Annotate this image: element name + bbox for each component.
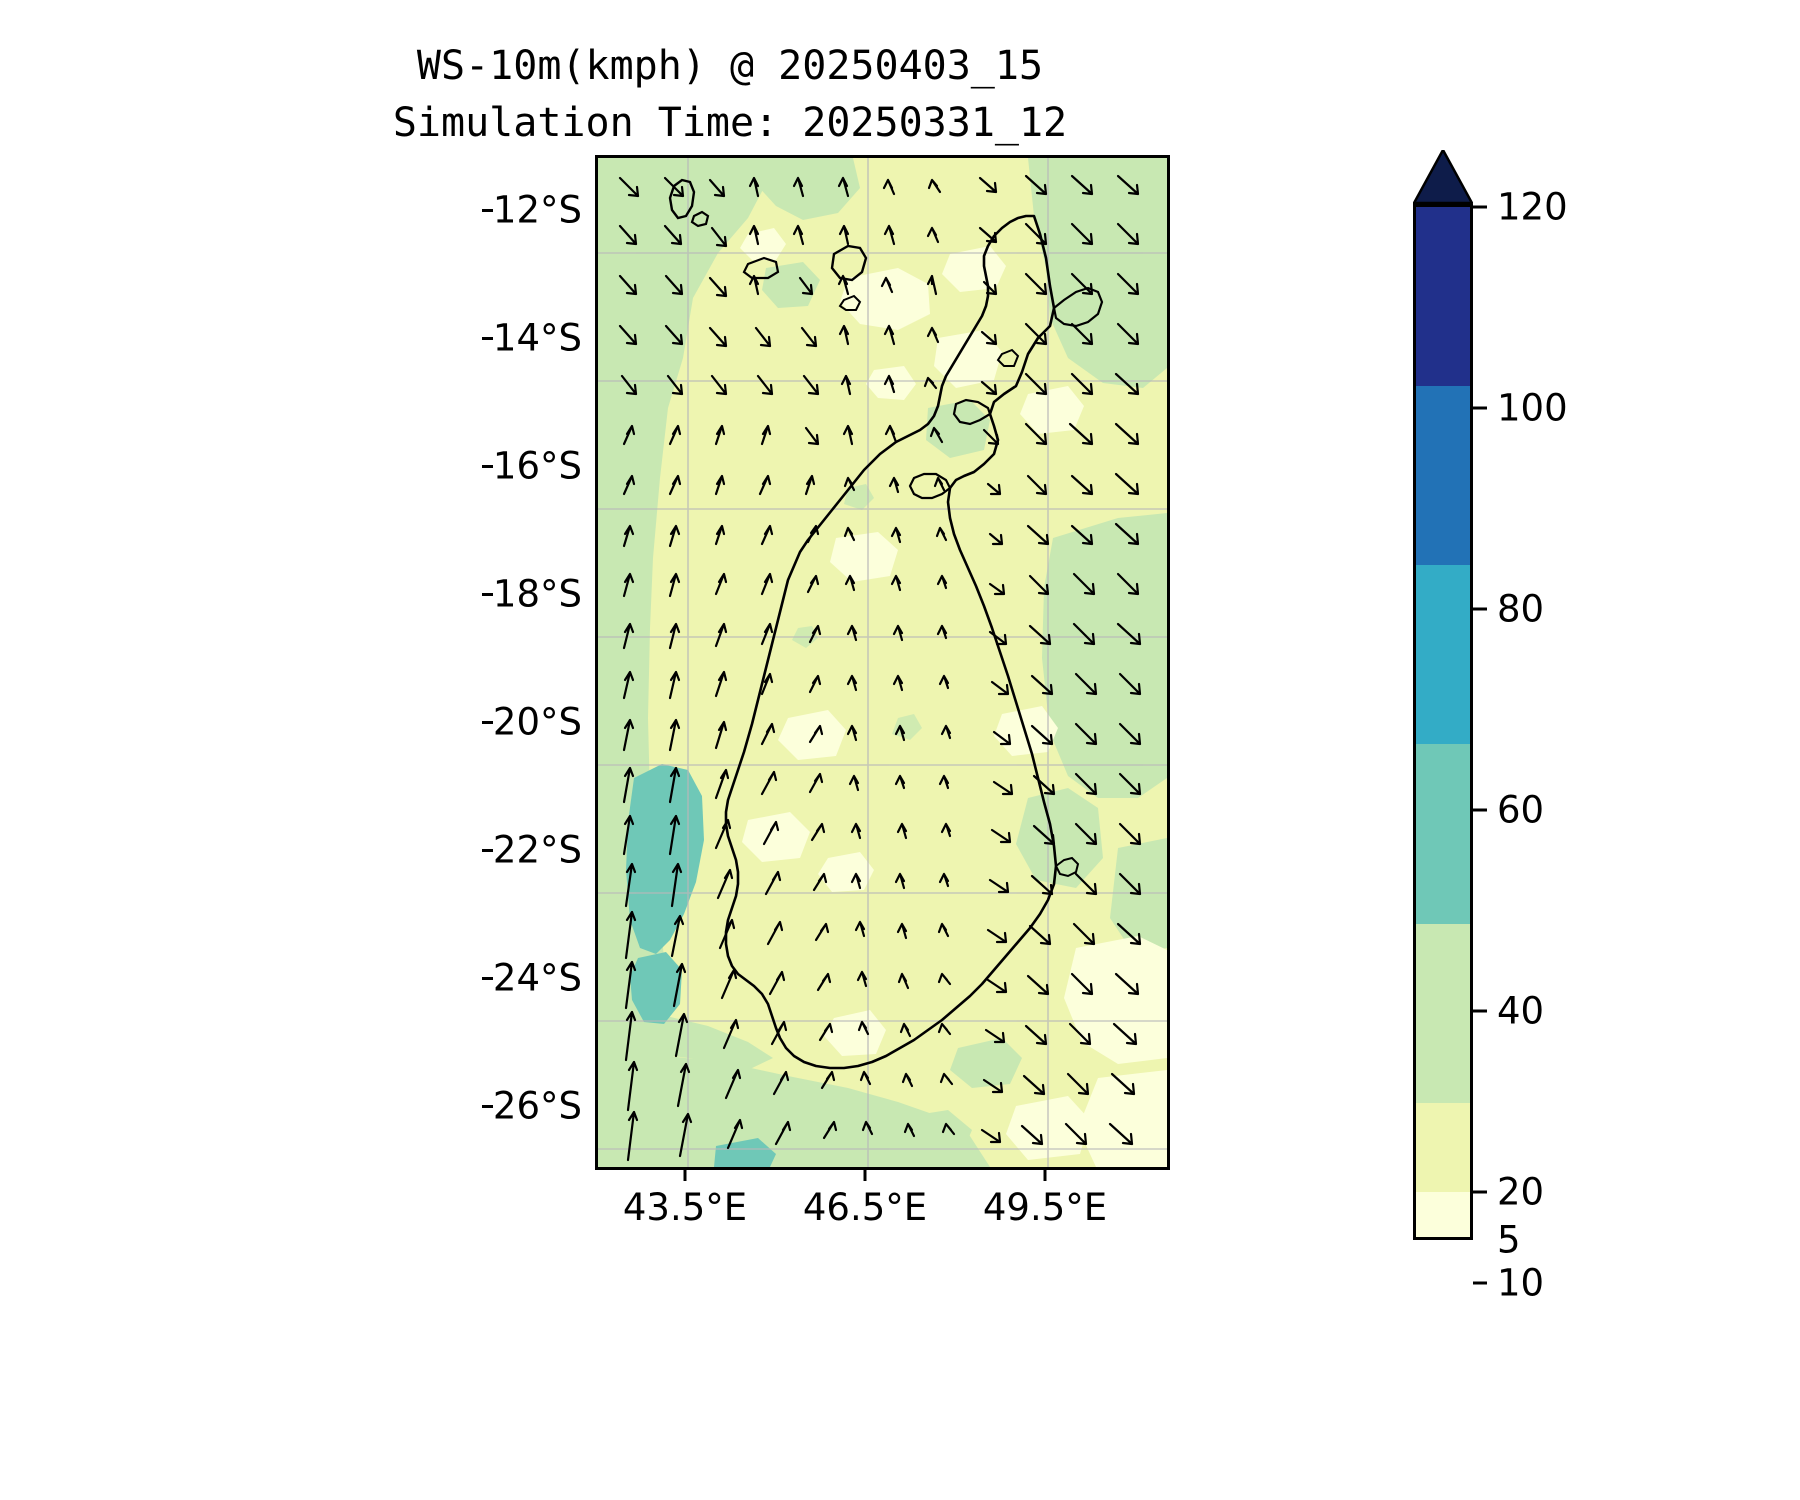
xtick-label-465e: 46.5°E: [802, 1186, 928, 1229]
colorbar-label-100: 100: [1497, 386, 1568, 430]
colorbar-tick-80: [1473, 607, 1487, 611]
ytick-mark: [481, 592, 493, 596]
colorbar-segment-40-60: [1416, 744, 1470, 924]
ytick-label-26s: 26°S: [481, 1085, 582, 1128]
colorbar-label-120: 120: [1497, 185, 1568, 229]
map-axes[interactable]: [595, 155, 1170, 1170]
ytick-label-12s: 12°S: [481, 189, 582, 232]
colorbar-extend-max-arrow: [1413, 150, 1473, 204]
colorbar-tick-40: [1473, 1009, 1487, 1013]
colorbar-label-10: 10: [1497, 1261, 1545, 1305]
xtick-mark: [863, 1170, 867, 1181]
colorbar-label-60: 60: [1497, 788, 1545, 832]
title-line-variable: WS-10m(kmph) @ 20250403_15: [416, 43, 1044, 89]
xtick-mark: [1043, 1170, 1047, 1181]
ytick-label-20s: 20°S: [481, 701, 582, 744]
colorbar-tick-60: [1473, 808, 1487, 812]
ytick-label-18s: 18°S: [481, 573, 582, 616]
ytick-mark: [481, 336, 493, 340]
ytick-mark: [481, 208, 493, 212]
xtick-label-435e: 43.5°E: [622, 1186, 748, 1229]
colorbar-label-40: 40: [1497, 989, 1545, 1033]
colorbar-tick-20: [1473, 1190, 1487, 1194]
colorbar[interactable]: 120 100 80 60 40 20 10 5: [1413, 150, 1568, 1305]
colorbar-label-20: 20: [1497, 1170, 1545, 1214]
colorbar-segment-10-20: [1416, 1102, 1470, 1193]
colorbar-segment-20-40: [1416, 923, 1470, 1103]
map-plot-area: [598, 158, 1167, 1167]
colorbar-label-5: 5: [1497, 1218, 1521, 1262]
colorbar-segment-100-120: [1416, 207, 1470, 387]
colorbar-segment-5-10: [1416, 1192, 1470, 1237]
ytick-label-24s: 24°S: [481, 957, 582, 1000]
ytick-mark: [481, 848, 493, 852]
colorbar-tick-120: [1473, 205, 1487, 209]
colorbar-label-80: 80: [1497, 587, 1545, 631]
ytick-label-14s: 14°S: [481, 317, 582, 360]
ytick-mark: [481, 464, 493, 468]
ytick-mark: [481, 1104, 493, 1108]
wind-speed-contour-layer: [598, 158, 1167, 1167]
ytick-mark: [481, 720, 493, 724]
figure-title: WS-10m(kmph) @ 20250403_15 Simulation Ti…: [0, 38, 1460, 152]
colorbar-tick-100: [1473, 406, 1487, 410]
ytick-label-22s: 22°S: [481, 829, 582, 872]
title-line-simulation-time: Simulation Time: 20250331_12: [392, 99, 1068, 146]
colorbar-segment-80-100: [1416, 386, 1470, 566]
xtick-label-495e: 49.5°E: [982, 1186, 1108, 1229]
colorbar-segment-60-80: [1416, 565, 1470, 745]
colorbar-gradient: [1413, 204, 1473, 1240]
xtick-mark: [683, 1170, 687, 1181]
ytick-mark: [481, 976, 493, 980]
ytick-label-16s: 16°S: [481, 445, 582, 488]
colorbar-tick-10: [1473, 1281, 1487, 1285]
